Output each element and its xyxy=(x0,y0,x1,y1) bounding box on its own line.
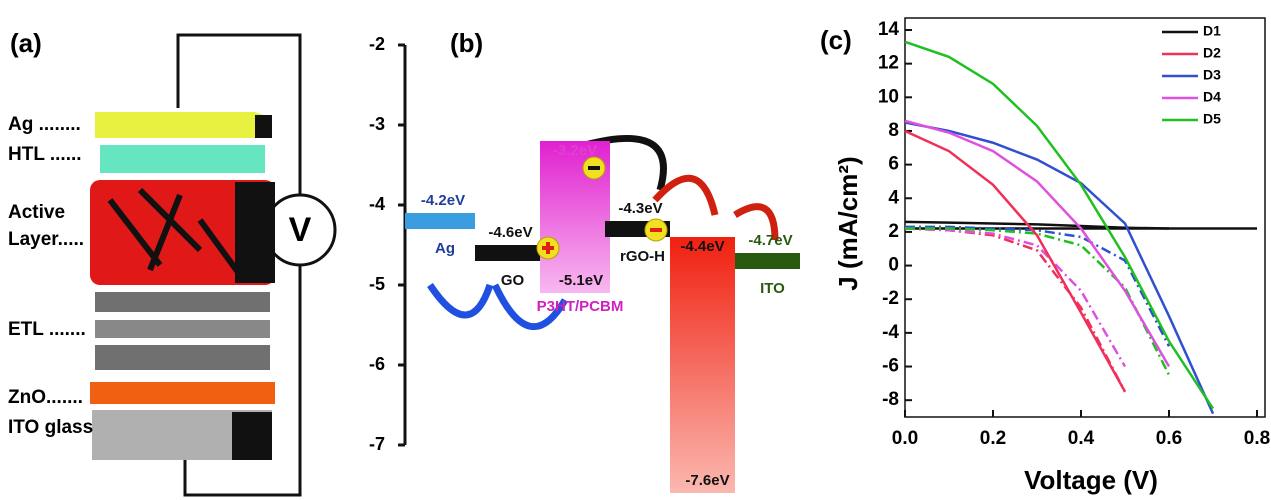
legend-label: D5 xyxy=(1203,111,1221,127)
y-tick-label: -6 xyxy=(369,354,385,374)
x-tick-label: 0.0 xyxy=(892,428,918,449)
device-schematic xyxy=(90,35,335,495)
x-tick-label: 0.6 xyxy=(1156,428,1182,449)
y-tick-label: -2 xyxy=(369,34,385,54)
legend-label: D1 xyxy=(1203,23,1221,39)
x-tick-label: 0.2 xyxy=(980,428,1006,449)
y-tick-label: 0 xyxy=(888,255,899,276)
level-label: -5.1eV xyxy=(559,272,603,289)
legend-label: D3 xyxy=(1203,67,1221,83)
layer-label: ETL ....... xyxy=(8,319,86,340)
data-line xyxy=(905,227,1169,346)
x-tick-label: 0.4 xyxy=(1068,428,1095,449)
energy-band xyxy=(670,237,735,493)
y-tick-label: -3 xyxy=(369,114,385,134)
y-axis-label: J (mA/cm²) xyxy=(833,156,863,290)
energy-level xyxy=(475,245,540,261)
energy-level xyxy=(405,213,475,229)
x-tick-label: 0.8 xyxy=(1244,428,1270,449)
level-label: -4.6eV xyxy=(488,224,532,241)
material-label: ITO xyxy=(760,280,785,297)
x-axis-label: Voltage (V) xyxy=(1024,465,1158,495)
panel-label: (b) xyxy=(450,28,483,58)
layer-label: Layer..... xyxy=(8,229,84,250)
y-tick-label: -7 xyxy=(369,434,385,454)
level-label: -4.2eV xyxy=(421,192,465,209)
layer-label: Ag ........ xyxy=(8,114,81,135)
data-line xyxy=(905,121,1169,367)
data-line xyxy=(905,229,1125,392)
layer-label: Active xyxy=(8,202,65,223)
data-line xyxy=(905,229,1125,367)
y-tick-label: -2 xyxy=(882,288,899,309)
y-tick-label: 6 xyxy=(888,154,899,175)
y-tick-label: 8 xyxy=(888,120,899,141)
y-tick-label: -6 xyxy=(882,356,899,377)
y-tick-label: -8 xyxy=(882,389,899,410)
material-label: Ag xyxy=(435,240,455,257)
y-tick-label: 2 xyxy=(888,221,899,242)
y-tick-label: 14 xyxy=(878,19,900,40)
level-label: -4.4eV xyxy=(680,238,724,255)
y-tick-label: 10 xyxy=(878,86,899,107)
y-tick-label: 4 xyxy=(888,187,899,208)
level-label: -7.6eV xyxy=(685,472,729,489)
level-label: -4.3eV xyxy=(618,200,662,217)
figure: (a) Ag ........ HTL ...... Active Layer.....… xyxy=(0,0,1271,500)
y-tick-label: -4 xyxy=(882,322,899,343)
data-line xyxy=(905,131,1125,392)
material-label: rGO-H xyxy=(620,248,665,265)
legend-label: D4 xyxy=(1203,89,1221,105)
level-label: -4.7eV xyxy=(748,232,792,249)
level-label: -3.2eV xyxy=(553,142,597,159)
legend-label: D2 xyxy=(1203,45,1221,61)
layer-label: HTL ...... xyxy=(8,144,82,165)
y-tick-label: -5 xyxy=(369,274,385,294)
meter-label: V xyxy=(289,211,312,249)
panel-label: (c) xyxy=(820,25,852,55)
energy-level xyxy=(735,253,800,269)
layer-label: ITO glass xyxy=(8,417,93,438)
y-tick-label: 12 xyxy=(878,53,899,74)
panel-label: (a) xyxy=(10,28,42,58)
material-label: P3HT/PCBM xyxy=(537,298,624,315)
layer-label: ZnO....... xyxy=(8,387,83,408)
y-tick-label: -4 xyxy=(369,194,385,214)
material-label: GO xyxy=(501,272,525,289)
